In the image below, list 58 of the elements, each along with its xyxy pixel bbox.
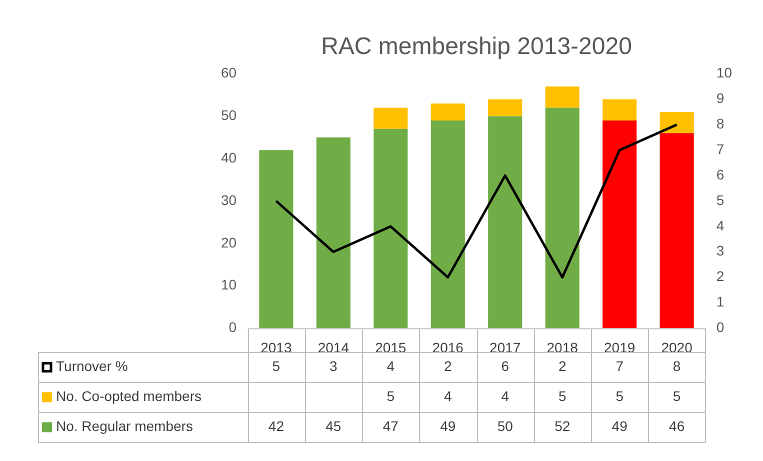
data-label: 52 (554, 418, 570, 434)
data-label: 6 (501, 358, 510, 374)
data-label: 3 (330, 358, 338, 374)
y-tick-label: 20 (220, 234, 237, 250)
chart-title: RAC membership 2013-2020 (321, 33, 632, 60)
bar (430, 103, 465, 120)
bar (488, 99, 522, 116)
bar (488, 116, 522, 328)
y2-tick-label: 3 (716, 242, 724, 259)
data-label: 7 (616, 358, 624, 374)
bar (602, 120, 637, 328)
y2-tick-label: 0 (716, 319, 724, 336)
data-label: 49 (440, 418, 456, 434)
data-label: 4 (501, 388, 510, 404)
data-label: 5 (386, 388, 395, 404)
bar (374, 128, 408, 328)
y2-tick-label: 5 (716, 192, 724, 208)
y2-tick-label: 2 (716, 268, 724, 284)
bar (316, 137, 350, 328)
y2-tick-label: 8 (716, 116, 724, 132)
y-tick-label: 50 (220, 107, 237, 124)
legend-label: No. Co-opted members (56, 388, 202, 404)
data-label: 49 (612, 418, 628, 434)
data-label: 4 (444, 388, 452, 404)
data-label: 42 (268, 418, 284, 434)
data-label: 46 (669, 418, 685, 434)
y2-tick-label: 6 (716, 166, 724, 182)
data-label: 50 (497, 418, 514, 434)
bar (545, 108, 580, 328)
y-tick-label: 60 (220, 64, 237, 81)
data-label: 5 (672, 388, 681, 404)
bar (259, 150, 294, 328)
y-tick-label: 0 (228, 319, 237, 336)
bar (660, 112, 694, 134)
bar (374, 108, 408, 129)
y-tick-label: 10 (220, 276, 237, 293)
data-label: 45 (326, 418, 342, 434)
data-label: 5 (272, 358, 280, 374)
bar (545, 86, 580, 108)
bar (430, 120, 465, 328)
y-tick-label: 30 (220, 192, 237, 208)
y-tick-label: 40 (220, 149, 237, 166)
y2-tick-label: 10 (716, 64, 732, 81)
bar (660, 133, 694, 328)
data-label: 2 (558, 358, 566, 374)
y2-tick-label: 1 (716, 294, 724, 310)
bar (602, 99, 637, 120)
y2-tick-label: 9 (716, 90, 724, 106)
legend-label: Turnover % (56, 358, 128, 374)
data-label: 8 (672, 358, 681, 374)
legend-label: No. Regular members (56, 418, 193, 434)
data-label: 5 (558, 388, 566, 404)
data-label: 2 (444, 358, 452, 374)
data-label: 4 (386, 358, 395, 374)
y2-tick-label: 4 (716, 217, 724, 234)
data-label: 5 (616, 388, 624, 404)
y2-tick-label: 7 (716, 140, 724, 157)
data-label: 47 (382, 418, 399, 434)
